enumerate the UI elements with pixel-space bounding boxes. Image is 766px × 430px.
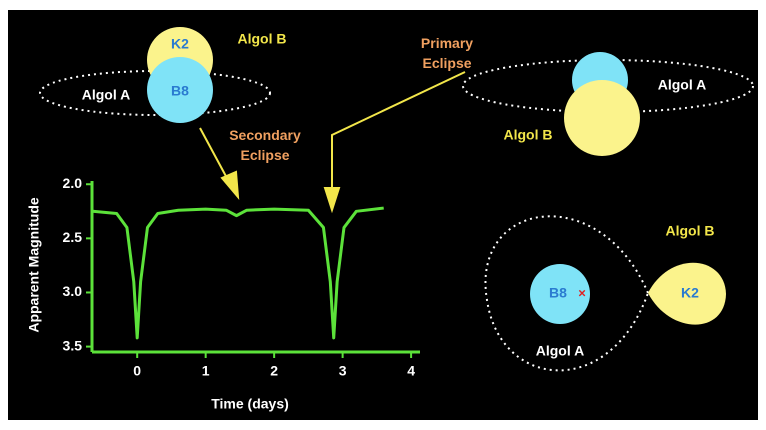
star-k2 (564, 80, 640, 156)
annotation: Algol A (82, 87, 130, 103)
y-tick-label: 3.5 (63, 337, 83, 353)
y-tick-label: 2.5 (63, 229, 83, 245)
annotation: K2 (681, 285, 699, 301)
x-tick-label: 1 (202, 363, 210, 379)
annotation: Algol B (504, 127, 553, 143)
annotation: Algol B (666, 223, 715, 239)
y-tick-label: 2.0 (63, 175, 83, 191)
annotation: B8 (171, 83, 189, 99)
background (8, 10, 758, 420)
y-axis-label: Apparent Magnitude (26, 197, 42, 333)
annotation: Algol B (238, 31, 287, 47)
y-tick-label: 3.0 (63, 283, 83, 299)
annotation: B8 (549, 285, 567, 301)
x-tick-label: 4 (407, 363, 415, 379)
annotation: Algol A (536, 343, 584, 359)
x-tick-label: 0 (133, 363, 141, 379)
x-tick-label: 2 (270, 363, 278, 379)
annotation: Algol A (658, 77, 706, 93)
annotation: K2 (171, 36, 189, 52)
x-tick-label: 3 (339, 363, 347, 379)
page: × Apparent Magnitude Time (days) 2.0 2.5 3… (0, 0, 766, 430)
x-axis-label: Time (days) (211, 396, 289, 412)
center-mark: × (578, 285, 586, 300)
